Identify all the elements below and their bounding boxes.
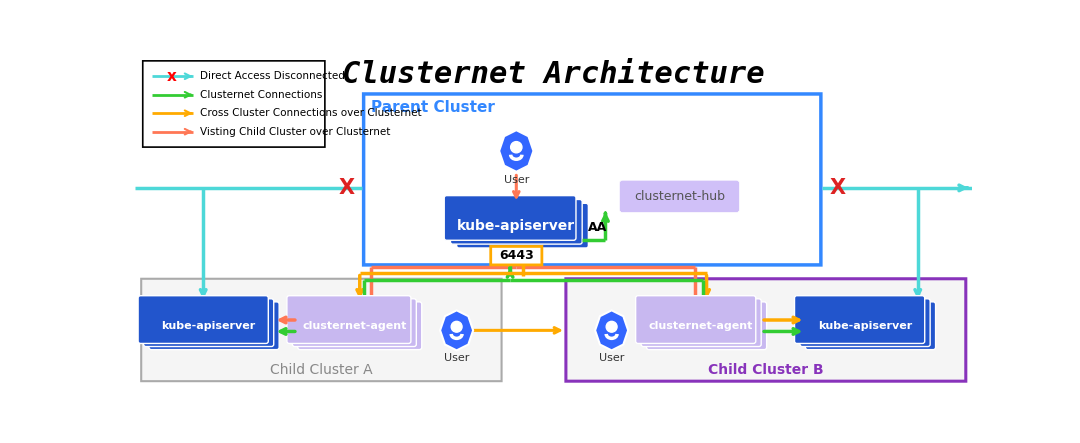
FancyBboxPatch shape: [143, 61, 325, 147]
FancyBboxPatch shape: [149, 302, 279, 350]
Circle shape: [451, 321, 462, 332]
Text: AA: AA: [589, 221, 608, 234]
Circle shape: [511, 142, 522, 153]
Text: User: User: [599, 354, 624, 363]
Text: clusternet-hub: clusternet-hub: [634, 190, 725, 203]
FancyBboxPatch shape: [364, 94, 821, 265]
FancyBboxPatch shape: [144, 299, 273, 346]
FancyBboxPatch shape: [490, 246, 542, 265]
Text: Direct Access Disconnected: Direct Access Disconnected: [200, 71, 345, 81]
Text: X: X: [829, 178, 846, 198]
Text: Visting Child Cluster over Clusternet: Visting Child Cluster over Clusternet: [200, 127, 391, 137]
Text: Child Cluster A: Child Cluster A: [270, 363, 373, 377]
Text: Clusternet Architecture: Clusternet Architecture: [342, 60, 765, 89]
FancyBboxPatch shape: [444, 196, 576, 240]
FancyBboxPatch shape: [636, 296, 756, 343]
Text: clusternet-agent: clusternet-agent: [649, 321, 754, 331]
Text: 6443: 6443: [499, 249, 534, 262]
FancyBboxPatch shape: [642, 299, 761, 346]
FancyBboxPatch shape: [138, 296, 268, 343]
Text: kube-apiserver: kube-apiserver: [162, 321, 256, 331]
Text: Clusternet Connections: Clusternet Connections: [200, 90, 323, 100]
Text: User: User: [444, 354, 470, 363]
FancyBboxPatch shape: [287, 296, 410, 343]
FancyBboxPatch shape: [795, 296, 924, 343]
FancyBboxPatch shape: [800, 299, 930, 346]
FancyBboxPatch shape: [450, 199, 582, 244]
FancyBboxPatch shape: [298, 302, 422, 350]
Polygon shape: [595, 311, 629, 350]
Text: clusternet-agent: clusternet-agent: [302, 321, 406, 331]
Text: User: User: [503, 175, 529, 185]
FancyBboxPatch shape: [457, 203, 589, 248]
FancyBboxPatch shape: [647, 302, 767, 350]
Text: Child Cluster B: Child Cluster B: [708, 363, 824, 377]
Text: X: X: [338, 178, 354, 198]
Polygon shape: [441, 311, 473, 350]
FancyBboxPatch shape: [806, 302, 935, 350]
Circle shape: [606, 321, 617, 332]
Text: Parent Cluster: Parent Cluster: [372, 100, 496, 115]
Polygon shape: [499, 130, 534, 172]
Text: Cross Cluster Connections over Clusternet: Cross Cluster Connections over Clusterne…: [200, 108, 421, 118]
FancyBboxPatch shape: [293, 299, 416, 346]
Text: kube-apiserver: kube-apiserver: [457, 219, 576, 233]
Text: kube-apiserver: kube-apiserver: [818, 321, 913, 331]
Text: x: x: [167, 69, 177, 84]
FancyBboxPatch shape: [141, 279, 501, 381]
FancyBboxPatch shape: [566, 279, 966, 381]
FancyBboxPatch shape: [619, 180, 740, 213]
